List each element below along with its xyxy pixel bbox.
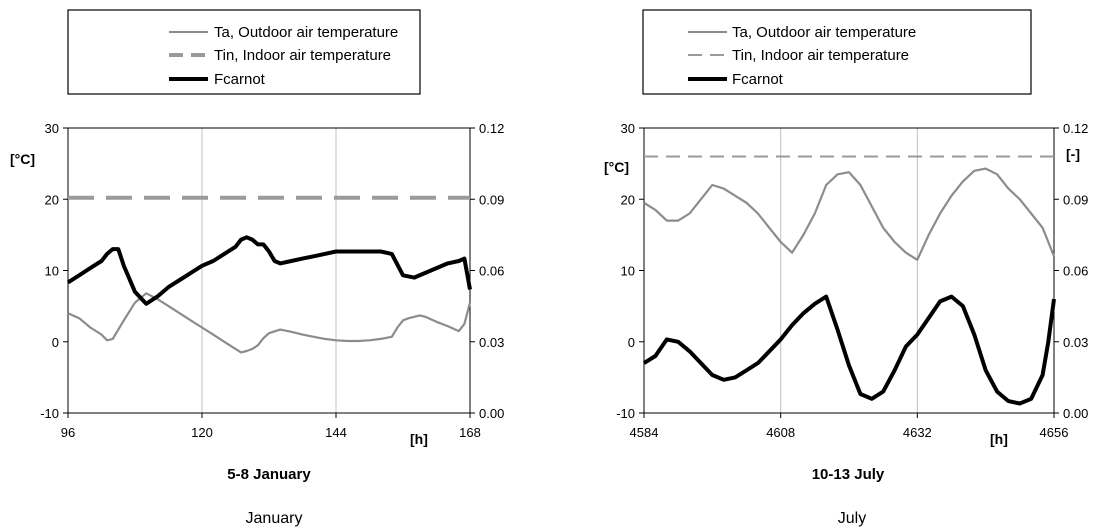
series-outdoor-temperature <box>643 167 1056 261</box>
caption-july: July <box>838 510 866 527</box>
y-left-tick-label: 0 <box>52 335 59 350</box>
x-axis-title: 5-8 January <box>227 466 311 483</box>
y-left-unit: [°C] <box>604 159 629 175</box>
legend-label-tin: Tin, Indoor air temperature <box>214 47 391 64</box>
series-fcarnot <box>66 235 472 306</box>
y-right-tick-label: 0.12 <box>479 121 504 136</box>
chart-january: 96 120 144 168 -10 0 10 20 30 0.00 0.03 0.06 0.09 0.1… <box>10 121 504 483</box>
y-left-tick-label: -10 <box>616 406 635 421</box>
legend-label-fc: Fcarnot <box>732 71 784 88</box>
y-left-tick-label: 30 <box>621 121 635 136</box>
x-unit: [h] <box>410 431 428 447</box>
grid-lines <box>201 128 337 413</box>
plot-frame <box>67 127 471 414</box>
tick-layer: 96 120 144 168 -10 0 10 20 30 0.00 0.03 0.06 0.09 0.1… <box>40 121 504 440</box>
x-tick-label: 4608 <box>766 425 795 440</box>
y-left-tick-label: 10 <box>621 264 635 279</box>
x-tick-label: 120 <box>191 425 213 440</box>
y-left-tick-label: -10 <box>40 406 59 421</box>
x-tick-label: 144 <box>325 425 347 440</box>
y-right-tick-label: 0.09 <box>1063 192 1088 207</box>
x-tick-label: 4584 <box>630 425 659 440</box>
y-right-tick-label: 0.03 <box>479 335 504 350</box>
january-panel: Ta, Outdoor air temperature Tin, Indoor … <box>10 9 504 527</box>
series-layer <box>642 155 1056 406</box>
y-left-tick-label: 0 <box>628 335 635 350</box>
tick-layer: 4584 4608 4632 4656 -10 0 10 20 30 0.00 0.03 0.06 0.… <box>616 121 1088 440</box>
legend-label-ta: Ta, Outdoor air temperature <box>732 24 916 41</box>
series-layer <box>66 195 472 354</box>
y-left-tick-label: 20 <box>45 192 59 207</box>
x-tick-label: 96 <box>61 425 75 440</box>
x-unit: [h] <box>990 431 1008 447</box>
legend-label-ta: Ta, Outdoor air temperature <box>214 24 398 41</box>
y-left-tick-label: 10 <box>45 264 59 279</box>
x-tick-label: 4656 <box>1040 425 1069 440</box>
y-right-tick-label: 0.00 <box>479 406 504 421</box>
legend-january: Ta, Outdoor air temperature Tin, Indoor … <box>67 9 421 95</box>
x-axis-title: 10-13 July <box>812 466 885 483</box>
y-right-unit: [-] <box>1066 146 1080 162</box>
y-right-tick-label: 0.09 <box>479 192 504 207</box>
y-right-tick-label: 0.00 <box>1063 406 1088 421</box>
legend-july: Ta, Outdoor air temperature Tin, Indoor … <box>642 9 1032 95</box>
legend-label-fc: Fcarnot <box>214 71 266 88</box>
legend-box <box>67 9 421 95</box>
x-tick-label: 4632 <box>903 425 932 440</box>
grid-lines <box>780 128 918 413</box>
y-left-unit: [°C] <box>10 151 35 167</box>
y-left-tick-label: 20 <box>621 192 635 207</box>
series-fcarnot <box>642 294 1056 406</box>
y-right-tick-label: 0.03 <box>1063 335 1088 350</box>
x-tick-label: 168 <box>459 425 481 440</box>
y-right-tick-label: 0.12 <box>1063 121 1088 136</box>
july-panel: Ta, Outdoor air temperature Tin, Indoor … <box>604 9 1088 527</box>
legend-label-tin: Tin, Indoor air temperature <box>732 47 909 64</box>
y-left-tick-label: 30 <box>45 121 59 136</box>
chart-july: 4584 4608 4632 4656 -10 0 10 20 30 0.00 0.03 0.06 0.… <box>604 121 1088 483</box>
series-outdoor-temperature <box>67 292 472 354</box>
caption-january: January <box>246 510 303 527</box>
y-right-tick-label: 0.06 <box>1063 264 1088 279</box>
y-right-tick-label: 0.06 <box>479 264 504 279</box>
